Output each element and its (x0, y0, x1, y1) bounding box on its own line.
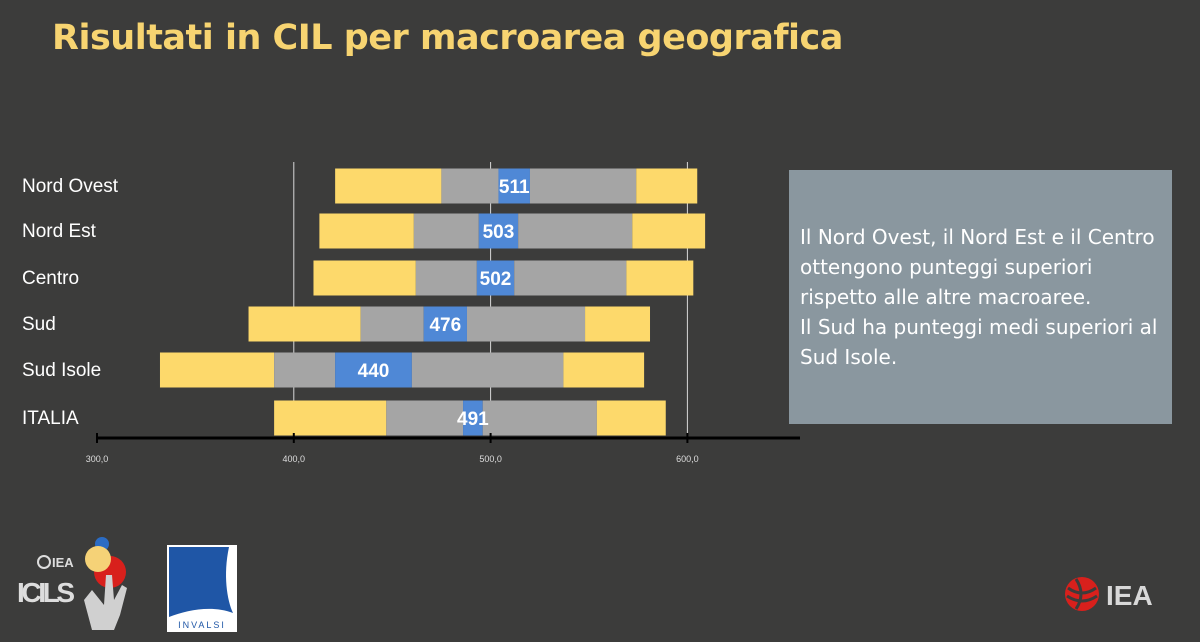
category-label: Centro (22, 268, 79, 289)
percentile-chart: Nord Ovest 511 Nord Est 503 Centro 502 Sud 476 S… (22, 162, 800, 464)
category-label: ITALIA (22, 408, 79, 429)
mean-ci-bar (498, 168, 530, 204)
p75-p95-bar (563, 352, 645, 388)
category-label: Nord Est (22, 221, 97, 242)
invalsi-logo: INVALSI (167, 545, 237, 632)
mean-ci-bar (478, 213, 519, 249)
p75-p95-bar (596, 400, 666, 436)
x-tick-label: 400,0 (283, 454, 306, 464)
p25-mean-bar (415, 260, 477, 296)
mean-label: 491 (457, 409, 489, 430)
p5-p25-bar (319, 213, 414, 249)
svg-text:IEA: IEA (52, 555, 74, 570)
p25-mean-bar (386, 400, 464, 436)
mean-label: 511 (499, 177, 530, 198)
p5-p25-bar (159, 352, 275, 388)
mean-ci-bar (335, 352, 412, 388)
mean-label: 440 (358, 361, 390, 382)
mean-ci-bar (476, 260, 515, 296)
p5-p25-bar (274, 400, 387, 436)
mean-label: 503 (483, 222, 515, 243)
mean-p75-bar (529, 168, 637, 204)
svg-text:ICILS: ICILS (17, 577, 75, 608)
category-label: Nord Ovest (22, 176, 119, 197)
mean-ci-bar (423, 306, 467, 342)
note-line-2: Il Sud ha punteggi medi superiori al Sud… (800, 315, 1158, 369)
commentary-box: Il Nord Ovest, il Nord Est e il Centro o… (789, 170, 1172, 424)
p25-mean-bar (274, 352, 336, 388)
p5-p25-bar (313, 260, 416, 296)
svg-text:IEA: IEA (1106, 580, 1153, 611)
p25-mean-bar (413, 213, 479, 249)
mean-label: 502 (480, 269, 512, 290)
category-label: Sud Isole (22, 360, 101, 381)
mean-p75-bar (466, 306, 586, 342)
mean-p75-bar (482, 400, 597, 436)
category-label: Sud (22, 314, 56, 335)
x-tick-label: 300,0 (86, 454, 109, 464)
p75-p95-bar (626, 260, 694, 296)
svg-text:INVALSI: INVALSI (178, 620, 226, 630)
icils-logo: IEA ICILS (17, 537, 127, 630)
mean-ci-bar (463, 400, 483, 436)
x-tick-label: 500,0 (479, 454, 502, 464)
p25-mean-bar (360, 306, 424, 342)
mean-p75-bar (518, 213, 633, 249)
iea-logo: IEA (1065, 577, 1153, 611)
p5-p25-bar (335, 168, 442, 204)
p75-p95-bar (632, 213, 706, 249)
p25-mean-bar (441, 168, 499, 204)
x-tick-label: 600,0 (676, 454, 699, 464)
mean-p75-bar (514, 260, 627, 296)
note-line-1: Il Nord Ovest, il Nord Est e il Centro o… (800, 225, 1155, 309)
p75-p95-bar (585, 306, 651, 342)
mean-label: 476 (429, 315, 461, 336)
mean-p75-bar (411, 352, 564, 388)
slide-title: Risultati in CIL per macroarea geografic… (52, 18, 843, 58)
p5-p25-bar (248, 306, 361, 342)
p75-p95-bar (636, 168, 698, 204)
